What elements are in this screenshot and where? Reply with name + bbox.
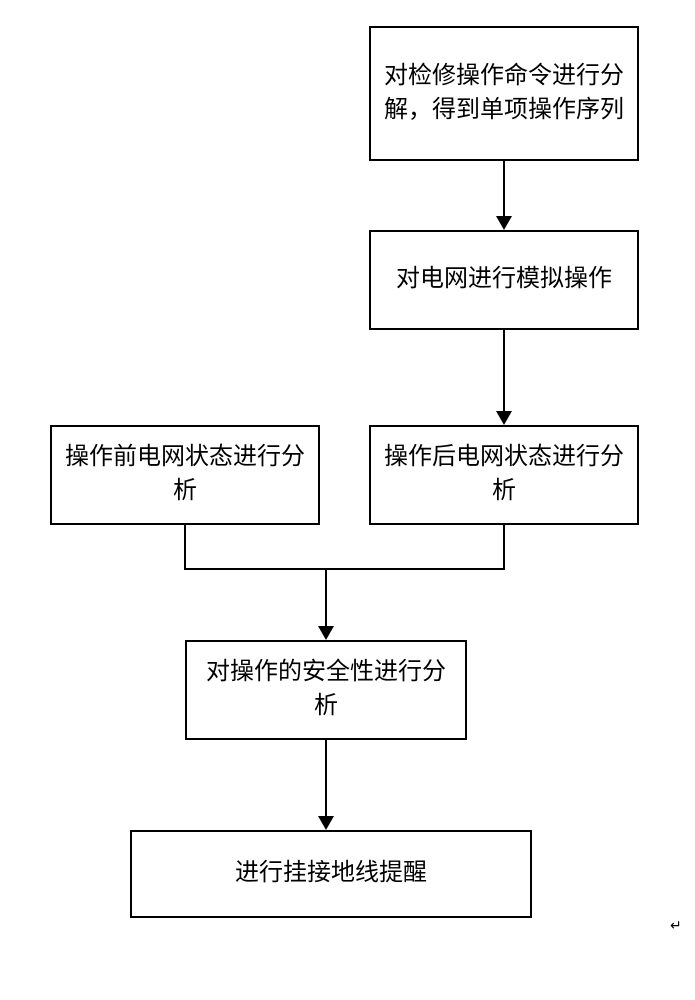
flowchart-node-ground-reminder: 进行挂接地线提醒 [130,830,532,918]
edge-3-merge-v [184,525,186,570]
corner-mark: ↵ [670,918,682,935]
edge-1-2 [503,161,505,216]
node-label: 操作前电网状态进行分析 [62,441,308,508]
node-label: 对操作的安全性进行分析 [197,656,455,723]
edge-1-2-arrow [496,216,512,230]
edge-merge-5-arrow [318,626,334,640]
flowchart-node-simulate: 对电网进行模拟操作 [369,230,639,330]
edge-2-4-arrow [496,411,512,425]
node-label: 对检修操作命令进行分解，得到单项操作序列 [381,60,627,127]
flowchart-node-after-analysis: 操作后电网状态进行分析 [369,425,639,525]
node-label: 对电网进行模拟操作 [396,263,612,297]
flowchart-node-decompose: 对检修操作命令进行分解，得到单项操作序列 [369,26,639,161]
edge-merge-5-v [325,568,327,626]
node-label: 进行挂接地线提醒 [235,857,427,891]
edge-merge-h [184,568,505,570]
node-label: 操作后电网状态进行分析 [381,441,627,508]
edge-2-4 [503,330,505,411]
edge-5-6-arrow [318,816,334,830]
flowchart-node-before-analysis: 操作前电网状态进行分析 [50,425,320,525]
edge-5-6 [325,740,327,816]
flowchart-node-safety-analysis: 对操作的安全性进行分析 [185,640,467,740]
edge-4-merge-v [503,525,505,570]
